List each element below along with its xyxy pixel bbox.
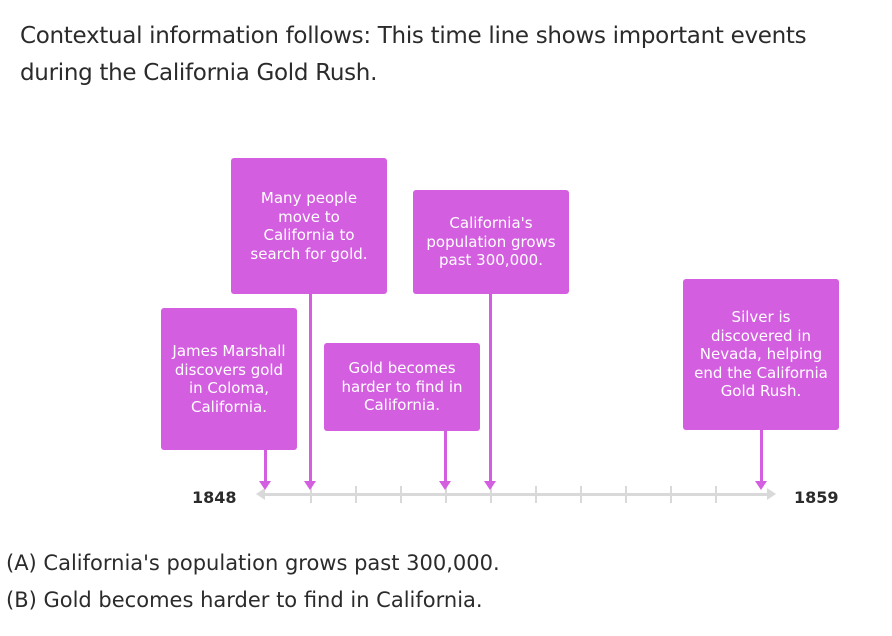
axis-tick bbox=[445, 486, 447, 503]
axis-tick bbox=[310, 486, 312, 503]
axis-tick bbox=[625, 486, 627, 503]
event-box-1853: California's population grows past 300,0… bbox=[413, 190, 569, 294]
event-stem bbox=[489, 294, 492, 483]
answer-choices: (A) California's population grows past 3… bbox=[6, 545, 500, 619]
choice-a[interactable]: (A) California's population grows past 3… bbox=[6, 551, 500, 575]
event-stem bbox=[264, 450, 267, 483]
event-text: Many people move to California to search… bbox=[250, 189, 368, 263]
event-arrow-icon bbox=[259, 481, 271, 490]
timeline-axis bbox=[262, 493, 770, 496]
axis-tick bbox=[715, 486, 717, 503]
event-arrow-icon bbox=[304, 481, 316, 490]
axis-tick bbox=[580, 486, 582, 503]
event-text: Gold becomes harder to find in Californi… bbox=[341, 359, 463, 415]
axis-tick bbox=[400, 486, 402, 503]
event-arrow-icon bbox=[755, 481, 767, 490]
axis-tick bbox=[490, 486, 492, 503]
axis-left-arrow-icon bbox=[256, 488, 265, 500]
start-year-label: 1848 bbox=[192, 488, 237, 507]
event-box-1852: Gold becomes harder to find in Californi… bbox=[324, 343, 480, 431]
axis-tick bbox=[535, 486, 537, 503]
event-text: James Marshall discovers gold in Coloma,… bbox=[172, 342, 286, 416]
axis-tick bbox=[670, 486, 672, 503]
context-text: Contextual information follows: This tim… bbox=[20, 23, 807, 86]
end-year-label: 1859 bbox=[794, 488, 839, 507]
event-stem bbox=[444, 431, 447, 483]
axis-tick bbox=[355, 486, 357, 503]
event-text: Silver is discovered in Nevada, helping … bbox=[694, 308, 828, 401]
event-box-1849: Many people move to California to search… bbox=[231, 158, 387, 294]
axis-right-arrow-icon bbox=[767, 488, 776, 500]
event-arrow-icon bbox=[439, 481, 451, 490]
event-stem bbox=[760, 430, 763, 483]
event-stem bbox=[309, 294, 312, 483]
event-text: California's population grows past 300,0… bbox=[426, 214, 556, 270]
choice-b[interactable]: (B) Gold becomes harder to find in Calif… bbox=[6, 588, 483, 612]
event-box-1859: Silver is discovered in Nevada, helping … bbox=[683, 279, 839, 430]
event-arrow-icon bbox=[484, 481, 496, 490]
event-box-1848: James Marshall discovers gold in Coloma,… bbox=[161, 308, 297, 450]
